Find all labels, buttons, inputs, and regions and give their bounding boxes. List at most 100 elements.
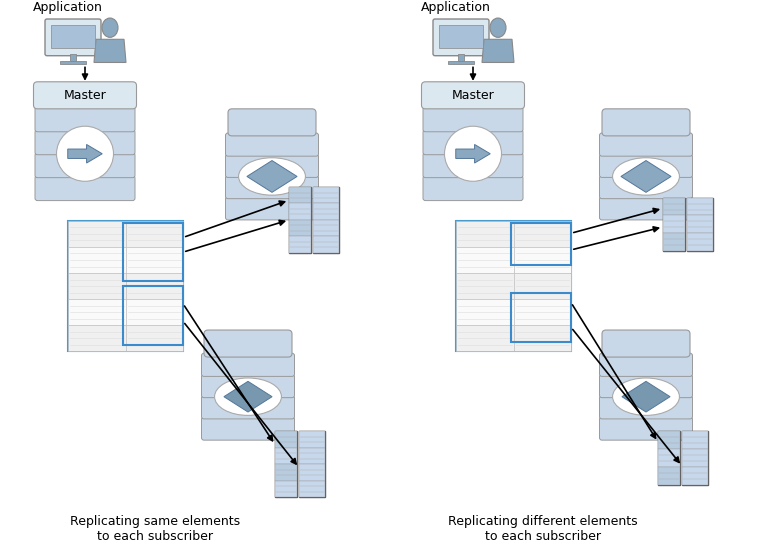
FancyBboxPatch shape <box>226 197 319 220</box>
Ellipse shape <box>102 18 118 37</box>
FancyBboxPatch shape <box>228 109 316 136</box>
Bar <box>289 203 311 220</box>
Bar <box>289 220 311 236</box>
Polygon shape <box>68 145 102 163</box>
Bar <box>299 464 325 481</box>
FancyBboxPatch shape <box>423 153 523 178</box>
FancyBboxPatch shape <box>600 133 693 156</box>
FancyBboxPatch shape <box>45 19 101 56</box>
Bar <box>299 431 325 448</box>
FancyBboxPatch shape <box>600 197 693 220</box>
Bar <box>60 60 86 65</box>
Bar <box>313 187 339 253</box>
FancyBboxPatch shape <box>433 19 489 56</box>
FancyBboxPatch shape <box>35 153 135 178</box>
FancyBboxPatch shape <box>51 25 95 48</box>
Text: Subscriber: Subscriber <box>215 337 281 350</box>
FancyBboxPatch shape <box>226 133 319 156</box>
Bar <box>123 223 183 282</box>
Text: Subscriber: Subscriber <box>239 116 306 129</box>
Bar <box>275 431 297 448</box>
Polygon shape <box>224 381 272 412</box>
FancyBboxPatch shape <box>602 109 690 136</box>
Bar <box>658 467 680 484</box>
Ellipse shape <box>214 378 281 415</box>
Bar <box>299 448 325 464</box>
Bar <box>313 203 339 220</box>
Bar <box>658 431 680 484</box>
FancyBboxPatch shape <box>34 82 137 109</box>
Bar <box>682 467 708 484</box>
Bar <box>68 247 125 273</box>
Bar <box>663 215 685 233</box>
Bar <box>125 221 183 247</box>
Bar <box>289 236 311 253</box>
Bar <box>687 198 713 215</box>
FancyBboxPatch shape <box>600 396 693 419</box>
Bar <box>514 247 571 273</box>
Bar <box>456 273 514 299</box>
Bar <box>682 431 708 449</box>
Bar <box>514 273 571 299</box>
Bar <box>275 431 297 497</box>
Ellipse shape <box>613 158 680 195</box>
Text: Application: Application <box>421 1 491 14</box>
Bar <box>663 198 685 215</box>
FancyBboxPatch shape <box>423 107 523 132</box>
Ellipse shape <box>490 18 506 37</box>
Ellipse shape <box>613 378 680 415</box>
Bar <box>68 325 125 351</box>
Bar <box>511 223 571 265</box>
FancyBboxPatch shape <box>600 353 693 376</box>
Polygon shape <box>247 161 297 192</box>
FancyBboxPatch shape <box>439 25 483 48</box>
Bar <box>687 215 713 233</box>
Text: Replicating different elements
to each subscriber: Replicating different elements to each s… <box>449 516 637 544</box>
Bar <box>123 286 183 345</box>
FancyBboxPatch shape <box>226 175 319 199</box>
Bar <box>68 299 125 325</box>
Bar <box>663 233 685 251</box>
Bar <box>456 221 514 247</box>
Bar <box>125 325 183 351</box>
Bar <box>682 449 708 467</box>
Text: Replicating same elements
to each subscriber: Replicating same elements to each subscr… <box>70 516 240 544</box>
Bar <box>456 221 571 351</box>
Bar <box>70 54 76 60</box>
FancyBboxPatch shape <box>201 417 294 440</box>
Polygon shape <box>621 161 671 192</box>
Ellipse shape <box>239 158 306 195</box>
Bar <box>514 221 571 247</box>
Circle shape <box>445 126 502 181</box>
Bar <box>125 299 183 325</box>
Bar <box>125 273 183 299</box>
Bar <box>313 187 339 203</box>
Polygon shape <box>94 39 126 62</box>
FancyBboxPatch shape <box>600 175 693 199</box>
Bar <box>456 325 514 351</box>
Bar <box>68 221 183 351</box>
Bar <box>456 247 514 273</box>
Polygon shape <box>482 39 514 62</box>
Text: Application: Application <box>33 1 103 14</box>
Bar <box>289 187 311 253</box>
Bar <box>514 299 571 325</box>
Circle shape <box>57 126 114 181</box>
Polygon shape <box>622 381 670 412</box>
FancyBboxPatch shape <box>226 154 319 178</box>
Text: Master: Master <box>64 89 107 102</box>
Bar <box>275 481 297 497</box>
Bar <box>511 293 571 342</box>
FancyBboxPatch shape <box>204 330 292 357</box>
Text: Subscriber: Subscriber <box>613 116 680 129</box>
FancyBboxPatch shape <box>602 330 690 357</box>
Bar <box>658 449 680 467</box>
Bar <box>448 60 474 65</box>
Bar <box>687 233 713 251</box>
Bar <box>456 299 514 325</box>
FancyBboxPatch shape <box>600 417 693 440</box>
Bar <box>687 198 713 251</box>
Bar <box>658 431 680 449</box>
FancyBboxPatch shape <box>35 107 135 132</box>
Bar <box>458 54 464 60</box>
